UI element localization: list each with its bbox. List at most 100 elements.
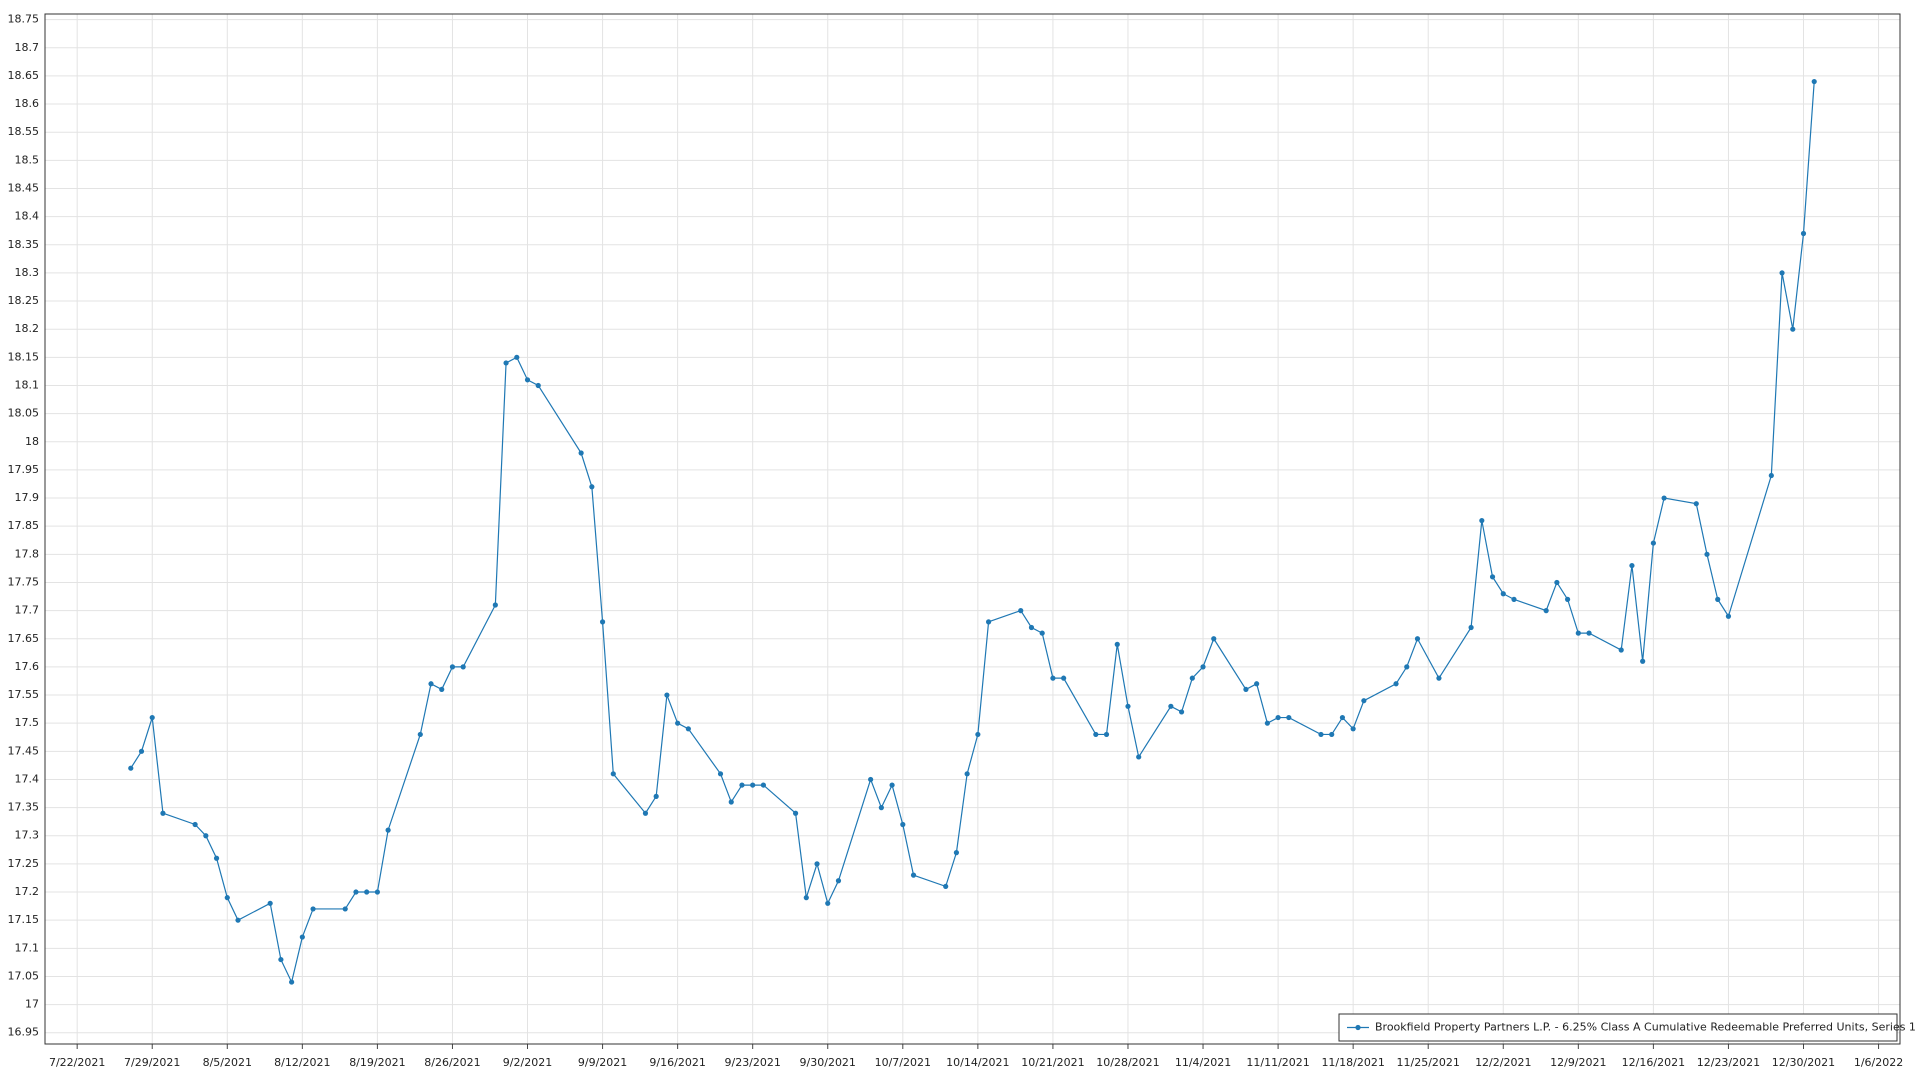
data-point: [235, 917, 241, 923]
y-tick-label: 18.05: [8, 407, 40, 420]
data-point: [160, 810, 166, 816]
data-point: [910, 872, 917, 878]
data-point: [203, 833, 209, 839]
data-point: [1264, 720, 1270, 726]
data-point: [825, 900, 831, 906]
x-tick-label: 11/25/2021: [1397, 1056, 1460, 1069]
x-tick-label: 12/2/2021: [1475, 1056, 1531, 1069]
legend: Brookfield Property Partners L.P. - 6.25…: [1338, 1013, 1916, 1042]
data-point: [664, 692, 670, 698]
y-tick-label: 17.85: [8, 519, 40, 532]
data-point: [138, 748, 145, 754]
data-point: [1028, 624, 1035, 631]
data-point: [1414, 636, 1421, 642]
data-point: [1629, 562, 1635, 569]
data-point: [943, 883, 949, 890]
data-point: [792, 810, 799, 816]
y-tick-label: 17.3: [15, 829, 40, 842]
y-tick-label: 17.95: [8, 463, 40, 476]
y-tick-label: 17.35: [8, 801, 40, 814]
data-point: [900, 821, 906, 828]
data-point: [835, 878, 842, 884]
y-tick-label: 18: [25, 435, 39, 448]
data-point: [1693, 501, 1699, 507]
data-point: [760, 782, 767, 788]
data-point: [1715, 596, 1721, 602]
data-point: [578, 450, 584, 456]
data-point: [878, 805, 884, 811]
data-point: [750, 782, 756, 788]
data-point: [374, 889, 380, 895]
data-point: [1211, 636, 1217, 642]
data-point: [1050, 675, 1056, 681]
data-point: [1790, 326, 1796, 332]
y-tick-label: 18.15: [8, 350, 40, 363]
data-point: [964, 771, 970, 777]
x-tick-label: 12/30/2021: [1772, 1056, 1835, 1069]
data-point: [589, 484, 595, 490]
y-tick-label: 18.5: [15, 153, 40, 166]
data-point: [149, 714, 155, 721]
data-point: [685, 726, 691, 732]
data-point: [975, 731, 981, 738]
data-point: [1393, 681, 1399, 687]
legend-label: Brookfield Property Partners L.P. - 6.25…: [1375, 1021, 1916, 1034]
data-point: [1404, 664, 1410, 670]
data-point: [1618, 647, 1624, 653]
x-tick-label: 9/2/2021: [503, 1056, 552, 1069]
y-tick-label: 17: [25, 998, 39, 1011]
y-tick-label: 17.45: [8, 744, 40, 757]
data-point: [1350, 726, 1356, 732]
data-point: [642, 810, 649, 816]
data-point: [803, 895, 809, 901]
data-point: [417, 731, 423, 738]
x-tick-label: 9/9/2021: [578, 1056, 627, 1069]
data-point: [1565, 596, 1571, 602]
x-tick-label: 8/5/2021: [203, 1056, 252, 1069]
data-point: [1586, 630, 1592, 636]
data-point: [428, 681, 434, 687]
x-tick-label: 11/18/2021: [1321, 1056, 1384, 1069]
legend-marker: [1355, 1024, 1361, 1031]
data-point: [1039, 630, 1045, 636]
data-point: [1061, 675, 1067, 681]
y-tick-label: 17.6: [15, 660, 40, 673]
y-tick-label: 17.25: [8, 857, 40, 870]
x-tick-label: 7/29/2021: [124, 1056, 180, 1069]
y-tick-label: 18.45: [8, 181, 40, 194]
y-tick-label: 18.7: [15, 41, 40, 54]
y-tick-label: 17.15: [8, 913, 40, 926]
legend-box: [1338, 1013, 1898, 1042]
x-tick-label: 11/4/2021: [1175, 1056, 1231, 1069]
data-point: [1468, 624, 1474, 631]
data-point: [610, 771, 616, 777]
y-tick-label: 17.8: [15, 547, 40, 560]
data-point: [1018, 608, 1024, 614]
data-point: [1200, 664, 1206, 670]
data-point: [385, 827, 391, 833]
data-point: [1103, 731, 1110, 738]
data-point: [889, 782, 895, 788]
data-point: [1543, 608, 1549, 614]
y-tick-label: 16.95: [8, 1026, 40, 1039]
data-point: [1704, 551, 1710, 557]
data-point: [675, 720, 681, 726]
data-point: [1339, 714, 1346, 721]
data-point: [503, 360, 509, 366]
data-point: [1650, 540, 1656, 546]
y-tick-label: 17.4: [15, 772, 40, 785]
y-tick-label: 17.65: [8, 632, 40, 645]
data-point: [1275, 714, 1281, 721]
data-point: [1779, 270, 1785, 276]
data-point: [1489, 574, 1496, 580]
plot-frame: [44, 13, 1901, 1045]
data-point: [1811, 78, 1817, 85]
x-tick-label: 11/11/2021: [1246, 1056, 1309, 1069]
data-point: [224, 895, 230, 901]
data-point: [717, 771, 724, 777]
y-tick-label: 18.2: [15, 322, 40, 335]
y-tick-label: 18.3: [15, 266, 40, 279]
data-point: [514, 354, 520, 360]
data-point: [1361, 698, 1367, 704]
data-point: [1125, 703, 1131, 709]
